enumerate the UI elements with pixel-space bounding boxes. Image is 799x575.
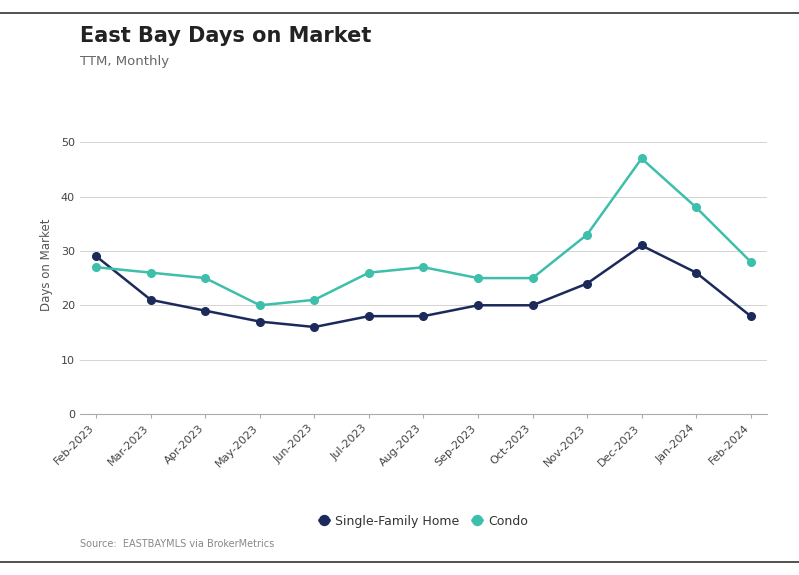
Single-Family Home: [364, 313, 374, 320]
Single-Family Home: [473, 302, 483, 309]
Single-Family Home: [582, 280, 592, 287]
Condo: [528, 275, 538, 282]
Single-Family Home: [255, 318, 264, 325]
Single-Family Home: [201, 307, 210, 314]
Condo: [691, 204, 701, 211]
Condo: [255, 302, 264, 309]
Text: Source:  EASTBAYMLS via BrokerMetrics: Source: EASTBAYMLS via BrokerMetrics: [80, 539, 274, 549]
Line: Single-Family Home: Single-Family Home: [93, 242, 754, 331]
Condo: [582, 231, 592, 238]
Line: Condo: Condo: [93, 155, 754, 309]
Condo: [309, 296, 319, 303]
Single-Family Home: [637, 242, 646, 249]
Condo: [746, 258, 756, 265]
Legend: Single-Family Home, Condo: Single-Family Home, Condo: [314, 510, 533, 533]
Single-Family Home: [528, 302, 538, 309]
Condo: [419, 264, 428, 271]
Condo: [364, 269, 374, 276]
Condo: [473, 275, 483, 282]
Condo: [201, 275, 210, 282]
Single-Family Home: [746, 313, 756, 320]
Single-Family Home: [309, 324, 319, 331]
Condo: [91, 264, 101, 271]
Condo: [637, 155, 646, 162]
Single-Family Home: [146, 296, 156, 303]
Text: East Bay Days on Market: East Bay Days on Market: [80, 26, 372, 46]
Text: TTM, Monthly: TTM, Monthly: [80, 55, 169, 68]
Y-axis label: Days on Market: Days on Market: [40, 218, 53, 310]
Single-Family Home: [691, 269, 701, 276]
Condo: [146, 269, 156, 276]
Single-Family Home: [419, 313, 428, 320]
Single-Family Home: [91, 253, 101, 260]
